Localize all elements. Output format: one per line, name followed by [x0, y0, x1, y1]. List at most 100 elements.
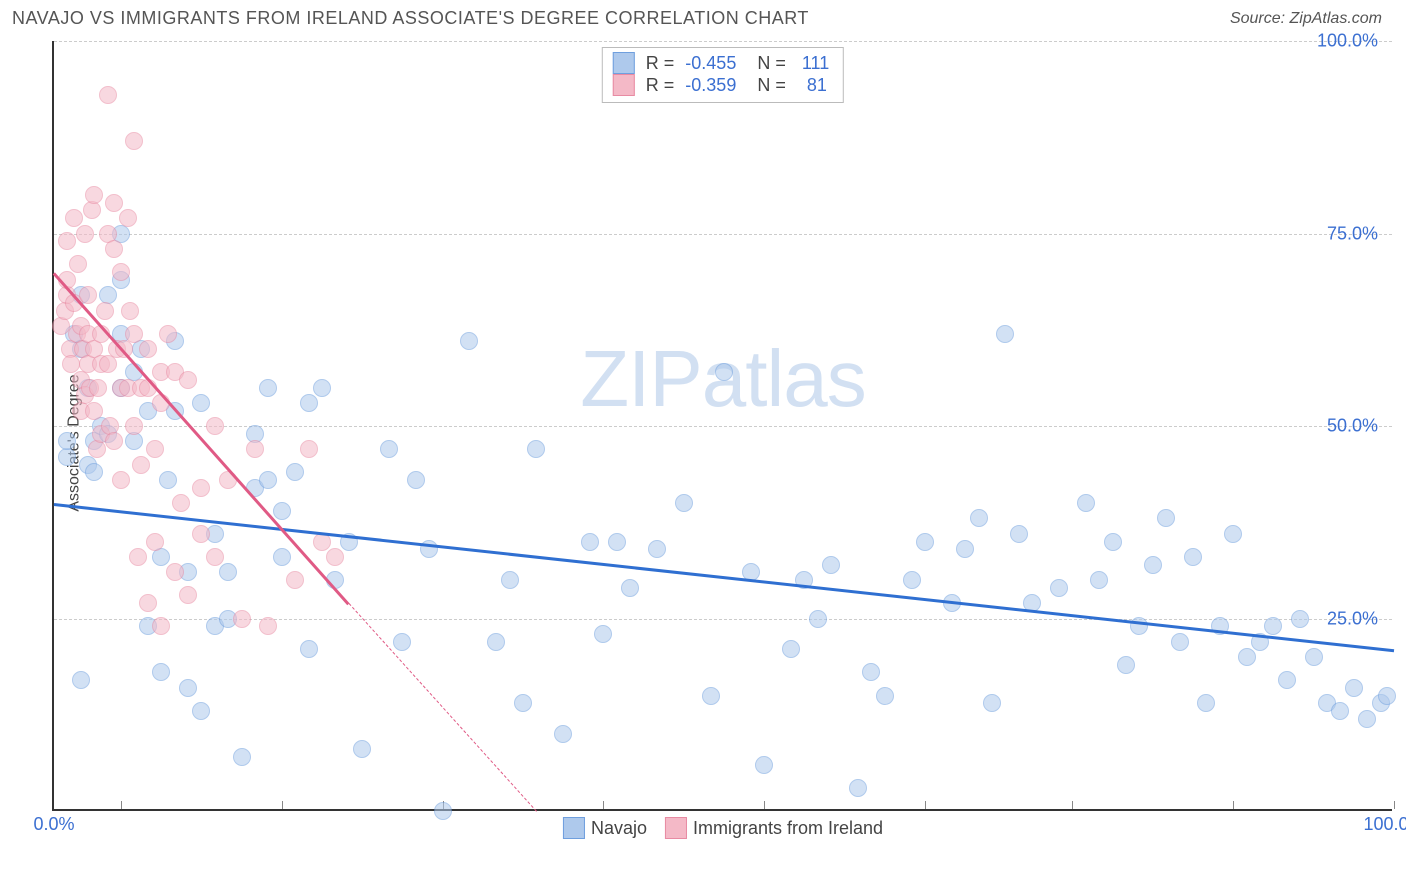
data-point [286, 463, 304, 481]
r-value: -0.455 [685, 53, 736, 74]
bottom-legend: Navajo Immigrants from Ireland [555, 817, 891, 839]
y-tick-label: 100.0% [1317, 31, 1378, 52]
data-point [152, 663, 170, 681]
x-tick [925, 801, 926, 809]
gridline-h [54, 234, 1392, 235]
legend-item: Immigrants from Ireland [665, 817, 883, 839]
data-point [809, 610, 827, 628]
legend-label: Immigrants from Ireland [693, 818, 883, 839]
data-point [192, 479, 210, 497]
source-link[interactable]: ZipAtlas.com [1290, 10, 1382, 27]
data-point [85, 463, 103, 481]
data-point [121, 302, 139, 320]
stats-row: R = -0.455 N = 111 [613, 52, 829, 74]
legend-item: Navajo [563, 817, 647, 839]
data-point [172, 494, 190, 512]
data-point [1291, 610, 1309, 628]
x-tick [1394, 801, 1395, 809]
data-point [152, 548, 170, 566]
y-tick-label: 50.0% [1327, 416, 1378, 437]
data-point [179, 586, 197, 604]
data-point [353, 740, 371, 758]
data-point [1144, 556, 1162, 574]
legend-swatch [563, 817, 585, 839]
data-point [259, 471, 277, 489]
data-point [1345, 679, 1363, 697]
data-point [393, 633, 411, 651]
data-point [434, 802, 452, 820]
data-point [380, 440, 398, 458]
r-label: R = [641, 75, 680, 96]
trend-line [348, 603, 536, 812]
data-point [273, 502, 291, 520]
data-point [259, 617, 277, 635]
chart-wrap: Associate's Degree ZIPatlas R = -0.455 N… [0, 33, 1406, 853]
header: NAVAJO VS IMMIGRANTS FROM IRELAND ASSOCI… [0, 0, 1406, 33]
data-point [105, 240, 123, 258]
data-point [166, 563, 184, 581]
data-point [179, 371, 197, 389]
data-point [112, 263, 130, 281]
data-point [487, 633, 505, 651]
data-point [1050, 579, 1068, 597]
data-point [916, 533, 934, 551]
data-point [52, 317, 70, 335]
data-point [219, 563, 237, 581]
data-point [1077, 494, 1095, 512]
data-point [246, 440, 264, 458]
data-point [514, 694, 532, 712]
data-point [125, 417, 143, 435]
data-point [192, 394, 210, 412]
data-point [822, 556, 840, 574]
data-point [862, 663, 880, 681]
data-point [648, 540, 666, 558]
data-point [286, 571, 304, 589]
data-point [594, 625, 612, 643]
legend-swatch [613, 74, 635, 96]
data-point [72, 671, 90, 689]
x-tick [282, 801, 283, 809]
data-point [715, 363, 733, 381]
data-point [159, 325, 177, 343]
data-point [956, 540, 974, 558]
data-point [1238, 648, 1256, 666]
data-point [501, 571, 519, 589]
data-point [621, 579, 639, 597]
data-point [99, 355, 117, 373]
data-point [1264, 617, 1282, 635]
data-point [179, 679, 197, 697]
data-point [273, 548, 291, 566]
data-point [58, 448, 76, 466]
data-point [112, 471, 130, 489]
n-label: N = [742, 75, 791, 96]
data-point [903, 571, 921, 589]
chart-title: NAVAJO VS IMMIGRANTS FROM IRELAND ASSOCI… [12, 8, 809, 29]
data-point [89, 379, 107, 397]
y-tick-label: 75.0% [1327, 223, 1378, 244]
scatter-plot: ZIPatlas R = -0.455 N = 111 R = -0.359 N… [52, 41, 1392, 811]
source-prefix: Source: [1230, 10, 1290, 27]
data-point [1090, 571, 1108, 589]
x-tick [121, 801, 122, 809]
data-point [996, 325, 1014, 343]
data-point [849, 779, 867, 797]
data-point [1378, 687, 1396, 705]
stats-row: R = -0.359 N = 81 [613, 74, 829, 96]
data-point [259, 379, 277, 397]
data-point [983, 694, 1001, 712]
data-point [83, 201, 101, 219]
data-point [675, 494, 693, 512]
legend-swatch [665, 817, 687, 839]
data-point [159, 471, 177, 489]
data-point [970, 509, 988, 527]
data-point [146, 533, 164, 551]
n-label: N = [742, 53, 791, 74]
data-point [132, 456, 150, 474]
data-point [233, 748, 251, 766]
data-point [1331, 702, 1349, 720]
data-point [1184, 548, 1202, 566]
data-point [119, 209, 137, 227]
data-point [1278, 671, 1296, 689]
gridline-h [54, 41, 1392, 42]
data-point [755, 756, 773, 774]
